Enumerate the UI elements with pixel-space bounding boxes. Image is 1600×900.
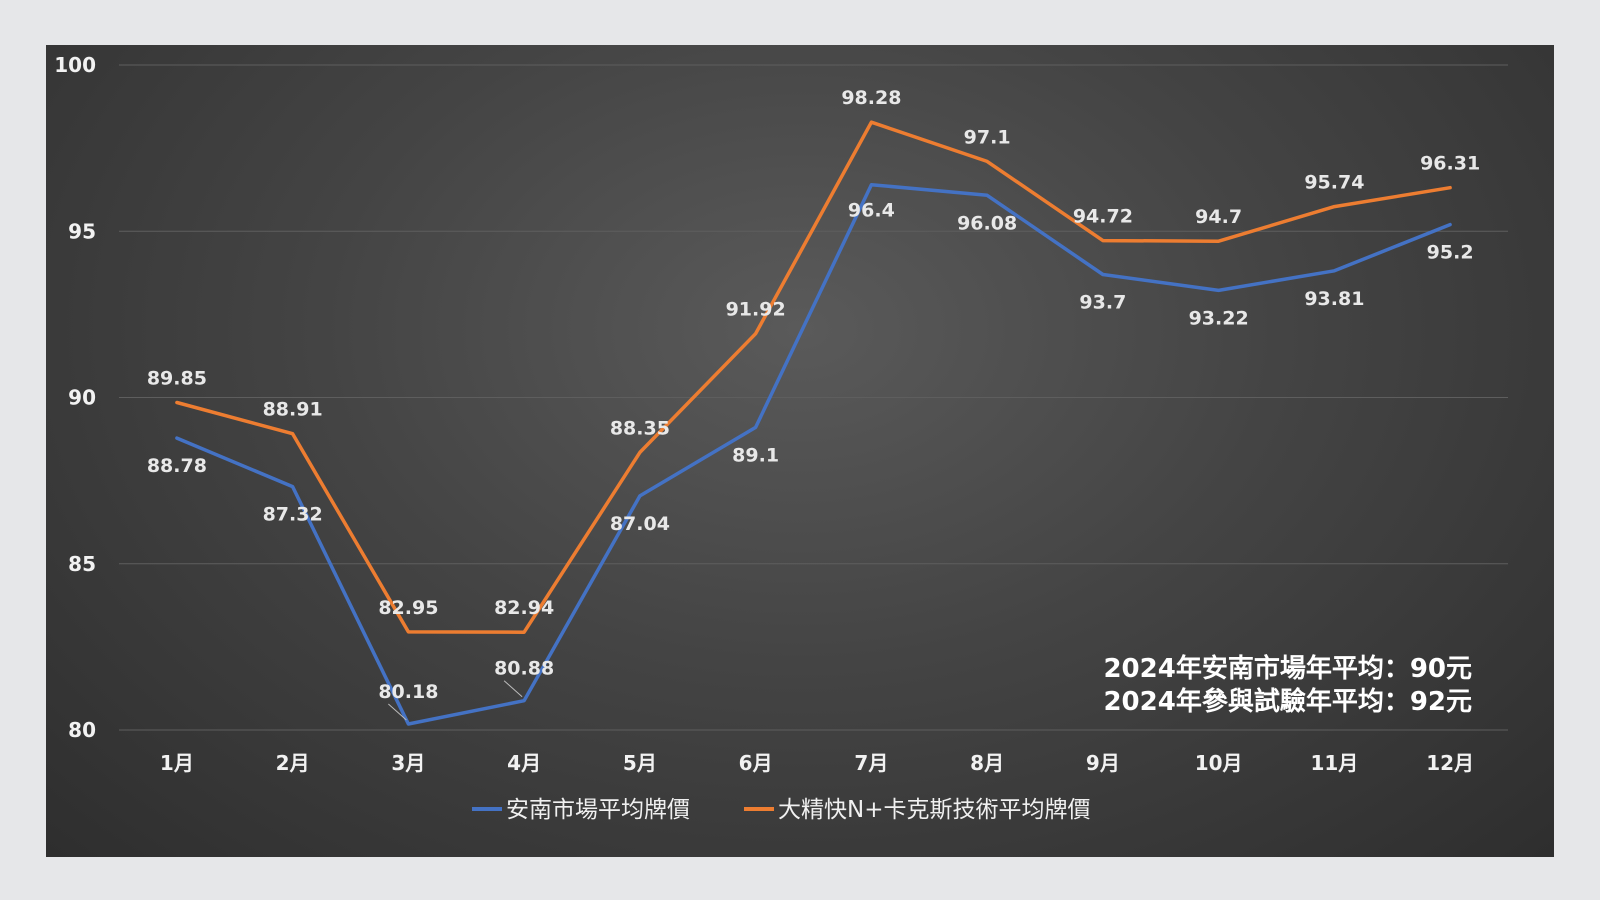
data-label: 93.81 [1304, 288, 1364, 310]
x-tick-label: 7月 [854, 751, 888, 775]
series-line-market [175, 182, 1452, 726]
data-label: 89.85 [147, 367, 207, 389]
x-tick-label: 2月 [276, 751, 310, 775]
y-tick-label: 85 [68, 552, 96, 576]
x-tick-label: 1月 [160, 751, 194, 775]
x-tick-label: 9月 [1086, 751, 1120, 775]
legend: 安南市場平均牌價 大精快N+卡克斯技術平均牌價 [472, 797, 1090, 823]
x-tick-label: 3月 [391, 751, 425, 775]
x-tick-label: 6月 [739, 751, 773, 775]
gridlines [119, 64, 1508, 731]
data-label: 88.78 [147, 455, 207, 477]
legend-label: 大精快N+卡克斯技術平均牌價 [778, 797, 1090, 823]
data-label: 88.35 [610, 417, 670, 439]
x-tick-label: 8月 [970, 751, 1004, 775]
data-label: 94.72 [1073, 206, 1133, 228]
series-lines [175, 120, 1452, 726]
data-label: 91.92 [726, 299, 786, 321]
leader-line [503, 680, 523, 698]
data-label: 82.94 [494, 597, 554, 619]
annotation-line-1: 2024年安南市場年平均：90元 [1103, 653, 1472, 684]
y-tick-label: 95 [68, 219, 96, 243]
leader-line [388, 703, 407, 721]
data-label: 94.7 [1195, 206, 1242, 228]
y-tick-label: 100 [54, 53, 96, 77]
data-label: 95.74 [1304, 172, 1364, 194]
data-label: 97.1 [964, 126, 1011, 148]
data-label: 88.91 [263, 399, 323, 421]
annotation-box: 2024年安南市場年平均：90元 2024年參與試驗年平均：92元 [1103, 653, 1472, 717]
chart-frame: 80 85 90 95 100 1月 2月 3月 4月 5月 6月 7月 8月 9月 10月 11月 12月 … [46, 45, 1554, 857]
data-label: 96.08 [957, 212, 1017, 234]
x-tick-label: 5月 [623, 751, 657, 775]
data-label: 87.04 [610, 513, 670, 535]
data-label: 93.22 [1189, 307, 1249, 329]
data-label: 82.95 [378, 597, 438, 619]
data-label: 93.7 [1079, 291, 1126, 313]
y-axis-ticks: 80 85 90 95 100 [54, 53, 96, 742]
data-label: 87.32 [263, 504, 323, 526]
data-label: 98.28 [841, 87, 901, 109]
data-label: 89.1 [732, 444, 779, 466]
data-labels: 88.78 87.32 80.18 80.88 87.04 89.1 96.4 96.08 93… [147, 87, 1480, 721]
data-label: 80.88 [494, 658, 554, 680]
x-tick-label: 12月 [1426, 751, 1474, 775]
data-label: 96.4 [848, 200, 895, 222]
data-label: 96.31 [1420, 153, 1480, 175]
data-label: 95.2 [1427, 242, 1474, 264]
y-tick-label: 90 [68, 386, 96, 410]
x-axis-ticks: 1月 2月 3月 4月 5月 6月 7月 8月 9月 10月 11月 12月 [160, 751, 1474, 775]
data-label: 80.18 [378, 681, 438, 703]
x-tick-label: 11月 [1310, 751, 1358, 775]
x-tick-label: 10月 [1195, 751, 1243, 775]
annotation-line-2: 2024年參與試驗年平均：92元 [1103, 686, 1472, 717]
y-tick-label: 80 [68, 718, 96, 742]
x-tick-label: 4月 [507, 751, 541, 775]
legend-label: 安南市場平均牌價 [506, 797, 690, 823]
series-line-trial [175, 120, 1452, 634]
